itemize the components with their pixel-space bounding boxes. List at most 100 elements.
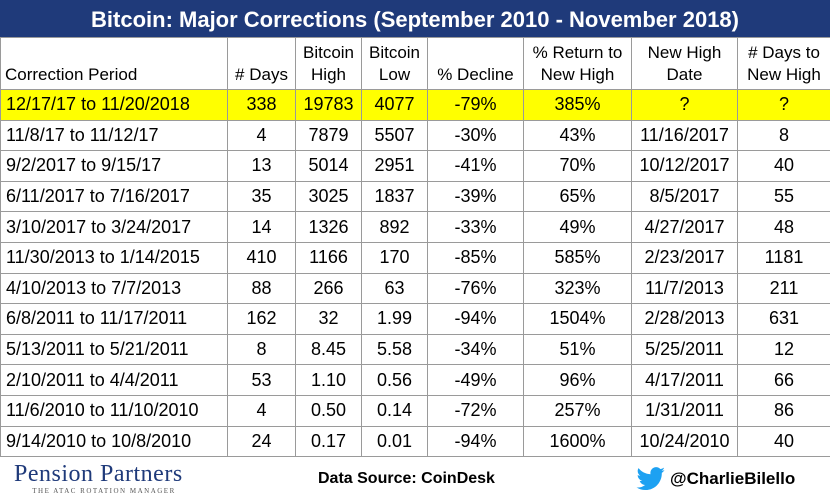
header-line: Bitcoin (368, 42, 421, 62)
header-days-to-new-high: # Days to New High (737, 37, 830, 90)
table-row: 6/8/2011 to 11/17/2011 162 32 1.99 -94% 1504%… (0, 303, 830, 335)
cell-bitcoin-high: 1326 (295, 211, 362, 243)
header-line: Date (666, 64, 703, 84)
cell-new-high-date: 4/27/2017 (631, 211, 738, 243)
cell-percent-decline: -34% (427, 333, 524, 366)
header-line: High (311, 64, 346, 84)
cell-days: 410 (227, 241, 296, 274)
cell-bitcoin-low: 0.01 (361, 425, 428, 458)
cell-percent-return: 49% (523, 211, 632, 243)
table-title: Bitcoin: Major Corrections (September 20… (0, 0, 830, 37)
header-bitcoin-high: Bitcoin High (295, 37, 362, 90)
cell-new-high-date: 4/17/2011 (631, 364, 738, 396)
header-line: New High (747, 64, 821, 84)
logo-tagline: THE ATAC ROTATION MANAGER (32, 487, 176, 495)
cell-bitcoin-high: 19783 (295, 89, 362, 121)
cell-days-to-new-high: 40 (737, 425, 830, 458)
cell-bitcoin-high: 3025 (295, 180, 362, 213)
table-row: 9/2/2017 to 9/15/17 13 5014 2951 -41% 70% 10/1… (0, 150, 830, 182)
header-correction-period: Correction Period (0, 37, 228, 90)
cell-correction-period: 2/10/2011 to 4/4/2011 (0, 364, 228, 396)
cell-days: 4 (227, 394, 296, 427)
header-line: % Return to (532, 42, 623, 62)
cell-percent-return: 323% (523, 272, 632, 305)
cell-percent-return: 1504% (523, 303, 632, 335)
header-row: Correction Period # Days Bitcoin High Bit… (0, 37, 830, 90)
cell-days-to-new-high: 631 (737, 303, 830, 335)
cell-days-to-new-high: 86 (737, 394, 830, 427)
header-days: # Days (227, 37, 296, 90)
cell-new-high-date: 2/23/2017 (631, 241, 738, 274)
header-line: # Days (235, 65, 288, 84)
cell-days: 24 (227, 425, 296, 458)
footer: Pension Partners THE ATAC ROTATION MANAG… (0, 458, 830, 500)
header-line: Low (378, 64, 411, 84)
cell-bitcoin-high: 1.10 (295, 364, 362, 396)
cell-percent-return: 70% (523, 150, 632, 182)
cell-days: 162 (227, 303, 296, 335)
table-row: 11/6/2010 to 11/10/2010 4 0.50 0.14 -72% 257%… (0, 394, 830, 427)
cell-correction-period: 3/10/2017 to 3/24/2017 (0, 211, 228, 243)
cell-new-high-date: 2/28/2013 (631, 303, 738, 335)
cell-new-high-date: 10/24/2010 (631, 425, 738, 458)
cell-bitcoin-high: 5014 (295, 150, 362, 182)
cell-days-to-new-high: 48 (737, 211, 830, 243)
cell-bitcoin-low: 2951 (361, 150, 428, 182)
cell-bitcoin-high: 8.45 (295, 333, 362, 366)
cell-percent-decline: -41% (427, 150, 524, 182)
table-body: 12/17/17 to 11/20/2018 338 19783 4077 -79% 38… (0, 89, 830, 458)
cell-correction-period: 11/8/17 to 11/12/17 (0, 119, 228, 152)
cell-bitcoin-low: 1837 (361, 180, 428, 213)
cell-correction-period: 9/14/2010 to 10/8/2010 (0, 425, 228, 458)
cell-percent-decline: -94% (427, 425, 524, 458)
cell-percent-return: 257% (523, 394, 632, 427)
header-line: # Days to (748, 42, 820, 62)
header-line: % Decline (437, 65, 514, 84)
cell-correction-period: 9/2/2017 to 9/15/17 (0, 150, 228, 182)
cell-percent-return: 43% (523, 119, 632, 152)
cell-new-high-date: 10/12/2017 (631, 150, 738, 182)
cell-bitcoin-high: 266 (295, 272, 362, 305)
table-row: 11/8/17 to 11/12/17 4 7879 5507 -30% 43% 11/16… (0, 119, 830, 152)
cell-percent-decline: -85% (427, 241, 524, 274)
header-percent-decline: % Decline (427, 37, 524, 90)
cell-correction-period: 11/30/2013 to 1/14/2015 (0, 241, 228, 274)
cell-percent-return: 1600% (523, 425, 632, 458)
data-source: Data Source: CoinDesk (318, 470, 495, 487)
handle-text: @CharlieBilello (670, 469, 796, 488)
cell-correction-period: 4/10/2013 to 7/7/2013 (0, 272, 228, 305)
cell-bitcoin-low: 5.58 (361, 333, 428, 366)
table-row: 2/10/2011 to 4/4/2011 53 1.10 0.56 -49% 96% 4/… (0, 364, 830, 396)
cell-bitcoin-low: 5507 (361, 119, 428, 152)
cell-percent-decline: -94% (427, 303, 524, 335)
cell-days-to-new-high: 12 (737, 333, 830, 366)
cell-bitcoin-high: 0.17 (295, 425, 362, 458)
cell-percent-decline: -72% (427, 394, 524, 427)
corrections-table: Correction Period # Days Bitcoin High Bit… (0, 37, 830, 458)
cell-days-to-new-high: ? (737, 89, 830, 121)
cell-percent-decline: -39% (427, 180, 524, 213)
header-line: Bitcoin (302, 42, 355, 62)
cell-bitcoin-low: 63 (361, 272, 428, 305)
cell-days-to-new-high: 211 (737, 272, 830, 305)
cell-days-to-new-high: 40 (737, 150, 830, 182)
cell-days: 53 (227, 364, 296, 396)
cell-days: 14 (227, 211, 296, 243)
cell-new-high-date: 1/31/2011 (631, 394, 738, 427)
table-row: 5/13/2011 to 5/21/2011 8 8.45 5.58 -34% 51% 5/… (0, 333, 830, 366)
table-row: 4/10/2013 to 7/7/2013 88 266 63 -76% 323% 11/7… (0, 272, 830, 305)
table-row: 3/10/2017 to 3/24/2017 14 1326 892 -33% 49% 4/… (0, 211, 830, 243)
cell-days-to-new-high: 66 (737, 364, 830, 396)
cell-percent-return: 585% (523, 241, 632, 274)
cell-correction-period: 12/17/17 to 11/20/2018 (0, 89, 228, 121)
cell-days: 338 (227, 89, 296, 121)
cell-bitcoin-high: 7879 (295, 119, 362, 152)
cell-percent-return: 96% (523, 364, 632, 396)
table-row: 9/14/2010 to 10/8/2010 24 0.17 0.01 -94% 1600… (0, 425, 830, 458)
cell-bitcoin-low: 170 (361, 241, 428, 274)
cell-days-to-new-high: 1181 (737, 241, 830, 274)
cell-percent-decline: -33% (427, 211, 524, 243)
cell-new-high-date: 11/16/2017 (631, 119, 738, 152)
cell-bitcoin-low: 0.56 (361, 364, 428, 396)
